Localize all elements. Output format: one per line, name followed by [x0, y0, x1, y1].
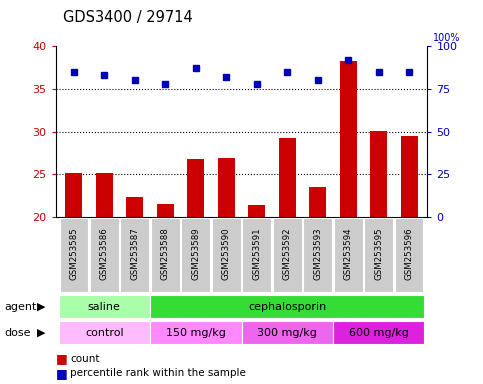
Bar [401, 136, 417, 217]
Text: GSM253594: GSM253594 [344, 227, 353, 280]
Bar [333, 321, 425, 344]
Text: control: control [85, 328, 124, 338]
Bar [127, 197, 143, 217]
Text: ■: ■ [56, 367, 67, 380]
Text: GSM253586: GSM253586 [100, 227, 109, 280]
Text: 100%: 100% [433, 33, 460, 43]
Text: GSM253592: GSM253592 [283, 227, 292, 280]
Text: percentile rank within the sample: percentile rank within the sample [70, 368, 246, 378]
Bar [212, 218, 241, 292]
Bar [157, 204, 174, 217]
Bar [182, 218, 210, 292]
Text: 300 mg/kg: 300 mg/kg [257, 328, 317, 338]
Bar [309, 187, 326, 217]
Bar [273, 218, 301, 292]
Text: cephalosporin: cephalosporin [248, 301, 327, 312]
Text: GSM253596: GSM253596 [405, 227, 413, 280]
Bar [66, 174, 82, 217]
Bar [303, 218, 332, 292]
Bar [120, 218, 149, 292]
Bar [187, 159, 204, 217]
Bar [90, 218, 119, 292]
Text: GSM253595: GSM253595 [374, 227, 383, 280]
Text: dose: dose [5, 328, 31, 338]
Text: GSM253589: GSM253589 [191, 227, 200, 280]
Bar [242, 218, 271, 292]
Text: count: count [70, 354, 99, 364]
Text: GSM253585: GSM253585 [70, 227, 78, 280]
Text: GSM253593: GSM253593 [313, 227, 322, 280]
Bar [58, 321, 150, 344]
Bar [334, 218, 363, 292]
Bar [218, 158, 235, 217]
Bar [364, 218, 393, 292]
Text: saline: saline [88, 301, 121, 312]
Text: GSM253587: GSM253587 [130, 227, 139, 280]
Bar [151, 218, 180, 292]
Text: agent: agent [5, 301, 37, 312]
Bar [59, 218, 88, 292]
Bar [96, 174, 113, 217]
Bar [248, 205, 265, 217]
Bar [150, 295, 425, 318]
Text: GSM253591: GSM253591 [252, 227, 261, 280]
Bar [242, 321, 333, 344]
Bar [279, 138, 296, 217]
Text: 600 mg/kg: 600 mg/kg [349, 328, 409, 338]
Bar [340, 61, 356, 217]
Text: GSM253588: GSM253588 [161, 227, 170, 280]
Bar [370, 131, 387, 217]
Text: ▶: ▶ [37, 328, 45, 338]
Text: GSM253590: GSM253590 [222, 227, 231, 280]
Text: GDS3400 / 29714: GDS3400 / 29714 [63, 10, 193, 25]
Bar [150, 321, 242, 344]
Bar [58, 295, 150, 318]
Text: ■: ■ [56, 353, 67, 366]
Bar [395, 218, 424, 292]
Text: ▶: ▶ [37, 301, 45, 312]
Text: 150 mg/kg: 150 mg/kg [166, 328, 226, 338]
